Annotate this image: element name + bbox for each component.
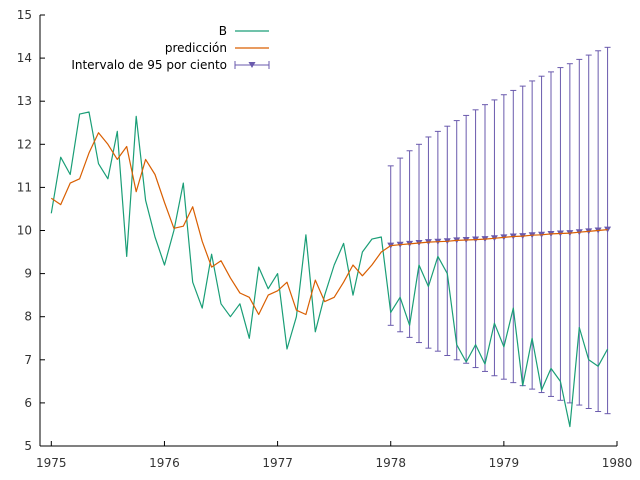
y-tick-label: 14 (17, 51, 32, 65)
y-tick-label: 12 (17, 137, 32, 151)
legend-label-prediccion: predicción (165, 41, 227, 55)
confidence-interval-bars (387, 46, 612, 415)
y-tick-label: 10 (17, 224, 32, 238)
series-lines (50, 111, 609, 428)
y-tick-label: 7 (24, 353, 32, 367)
x-tick-label: 1980 (602, 456, 633, 470)
y-tick-label: 11 (17, 180, 32, 194)
y-tick-label: 5 (24, 439, 32, 453)
x-tick-label: 1976 (149, 456, 180, 470)
x-tick-label: 1978 (375, 456, 406, 470)
y-tick-label: 8 (24, 310, 32, 324)
y-tick-label: 6 (24, 396, 32, 410)
series-line-b (50, 111, 609, 428)
legend-label-intervalo: Intervalo de 95 por ciento (71, 58, 227, 72)
x-tick-label: 1977 (262, 456, 293, 470)
legend-swatch-intervalo (234, 61, 270, 69)
legend-label-b: B (219, 24, 227, 38)
x-tick-label: 1975 (36, 456, 67, 470)
legend: B predicción Intervalo de 95 por ciento (71, 24, 270, 72)
x-tick-label: 1979 (489, 456, 520, 470)
y-tick-label: 9 (24, 267, 32, 281)
y-tick-label: 13 (17, 94, 32, 108)
y-tick-label: 15 (17, 8, 32, 22)
series-line-prediccion (50, 132, 608, 316)
axes: 5 6 7 8 9 10 11 12 13 14 15 1975 1976 1977 1978 1979 198… (17, 8, 633, 470)
